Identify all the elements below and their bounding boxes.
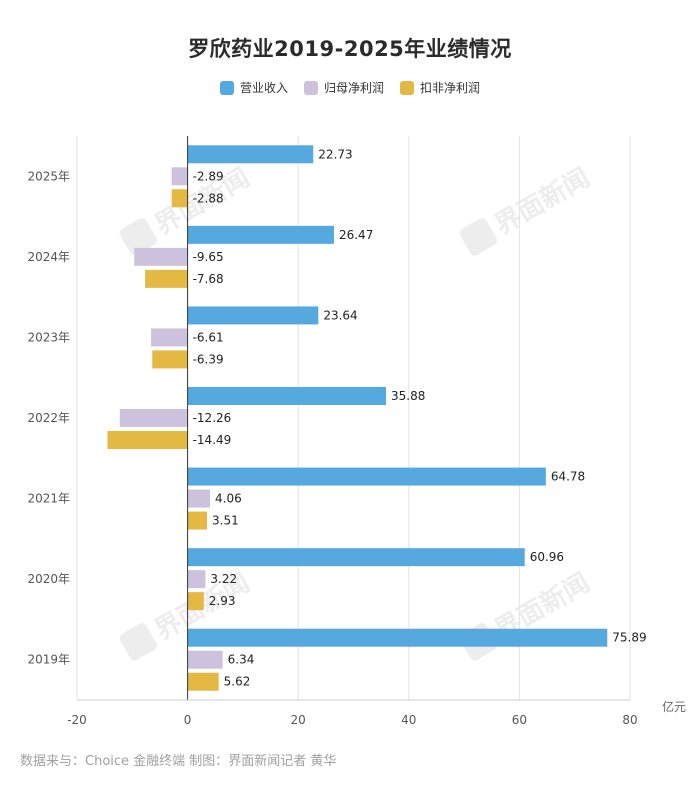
bar [187,672,219,691]
chart-legend: 营业收入 归母净利润 扣非净利润 [0,79,700,96]
bar [187,306,319,325]
watermark-3: 界面新闻 [459,567,595,661]
data-label: 60.96 [530,550,564,564]
bar [152,350,188,369]
y-tick-label: 2019年 [27,653,70,667]
x-tick-label: 40 [401,713,416,727]
bar [187,650,223,669]
bar [187,628,608,647]
bar [145,269,188,288]
y-tick-label: 2025年 [27,169,70,183]
watermark-1: 界面新闻 [459,162,595,256]
legend-label-net-profit: 归母净利润 [323,81,384,95]
data-label: 22.73 [318,147,352,161]
legend-swatch-net-profit [303,80,318,95]
legend-swatch-deducted-profit [400,80,414,95]
legend-item-net-profit[interactable]: 归母净利润 [303,79,384,96]
data-label: 2.93 [209,594,236,608]
bar [187,225,334,244]
data-label: -7.68 [193,272,224,286]
bar [151,328,188,347]
legend-item-deducted-profit[interactable]: 扣非净利润 [400,79,480,96]
bar [187,387,387,405]
data-label: 35.88 [391,389,425,403]
bar [187,592,204,611]
bar [187,511,208,530]
data-label: 26.47 [339,228,373,242]
y-tick-label: 2023年 [27,330,70,344]
data-label: 23.64 [323,308,357,322]
data-label: 64.78 [551,470,585,484]
data-label: -9.65 [193,250,224,264]
y-tick-label: 2022年 [27,411,70,425]
watermark-logo [459,218,497,256]
bar [187,548,525,567]
x-tick-label: -20 [67,713,87,727]
unit-label: 亿元 [662,699,686,714]
bar [187,467,546,486]
bar [119,409,188,427]
data-label: 5.62 [224,675,251,689]
bar [134,247,188,266]
data-label: -2.89 [193,169,224,183]
y-tick-label: 2024年 [27,250,70,264]
bar [171,189,188,208]
x-tick-label: 20 [291,713,306,727]
x-tick-label: 80 [622,713,637,727]
y-tick-label: 2021年 [27,492,70,506]
data-label: -12.26 [193,411,232,425]
data-label: -2.88 [193,191,224,205]
bar [107,431,188,449]
bar [171,167,188,186]
bar [187,145,314,164]
watermark-logo [119,623,157,661]
legend-label-deducted-profit: 扣非净利润 [420,81,481,95]
data-label: 4.06 [215,492,242,506]
legend-label-revenue: 营业收入 [239,81,288,95]
bar [187,570,206,589]
source-footer: 数据来与：Choice 金融终端 制图：界面新闻记者 黄华 [20,754,337,769]
data-label: -6.39 [193,352,224,366]
data-label: 6.34 [228,653,255,667]
legend-item-revenue[interactable]: 营业收入 [219,79,288,96]
chart-title: 罗欣药业2019-2025年业绩情况 [188,37,512,61]
legend-swatch-revenue [219,80,234,95]
data-label: 3.51 [212,514,239,528]
watermark-logo [119,218,157,256]
data-label: 3.22 [210,572,237,586]
x-tick-label: 60 [512,713,527,727]
y-tick-label: 2020年 [27,572,70,586]
data-label: -6.61 [193,330,224,344]
watermark-text: 界面新闻 [489,162,595,241]
data-label: -14.49 [193,433,232,447]
data-label: 75.89 [612,631,646,645]
bar [187,489,211,508]
x-tick-label: 0 [184,713,192,727]
